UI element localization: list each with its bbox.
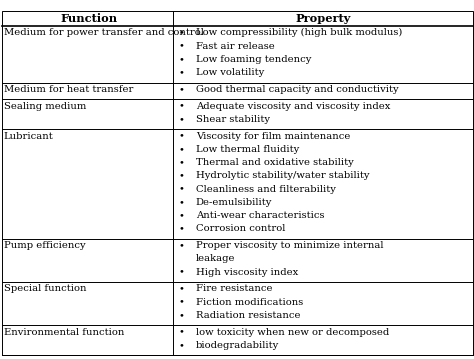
Text: •: • bbox=[179, 55, 184, 64]
Text: Property: Property bbox=[295, 13, 351, 24]
Text: •: • bbox=[179, 267, 184, 276]
Text: •: • bbox=[179, 68, 184, 77]
Text: •: • bbox=[179, 298, 184, 307]
Text: Shear stability: Shear stability bbox=[196, 115, 270, 124]
Text: •: • bbox=[179, 211, 184, 220]
Text: Pump efficiency: Pump efficiency bbox=[4, 241, 85, 250]
Text: •: • bbox=[179, 224, 184, 233]
Text: Function: Function bbox=[60, 13, 118, 24]
Text: •: • bbox=[179, 85, 184, 94]
Text: Low thermal fluidity: Low thermal fluidity bbox=[196, 145, 299, 154]
Text: Environmental function: Environmental function bbox=[4, 327, 124, 337]
Text: Low foaming tendency: Low foaming tendency bbox=[196, 55, 311, 64]
Text: •: • bbox=[179, 327, 184, 337]
Text: •: • bbox=[179, 132, 184, 141]
Text: Medium for power transfer and control: Medium for power transfer and control bbox=[4, 28, 204, 37]
Text: Viscosity for film maintenance: Viscosity for film maintenance bbox=[196, 132, 350, 141]
Text: Fiction modifications: Fiction modifications bbox=[196, 298, 303, 307]
Text: Thermal and oxidative stability: Thermal and oxidative stability bbox=[196, 158, 354, 167]
Text: •: • bbox=[179, 311, 184, 320]
Text: Fast air release: Fast air release bbox=[196, 42, 274, 51]
Text: Radiation resistance: Radiation resistance bbox=[196, 311, 300, 320]
Text: low toxicity when new or decomposed: low toxicity when new or decomposed bbox=[196, 327, 389, 337]
Text: leakage: leakage bbox=[196, 254, 235, 263]
Text: •: • bbox=[179, 158, 184, 167]
Text: •: • bbox=[179, 171, 184, 180]
Text: Medium for heat transfer: Medium for heat transfer bbox=[4, 85, 133, 94]
Text: •: • bbox=[179, 145, 184, 154]
Text: •: • bbox=[179, 341, 184, 350]
Text: Fire resistance: Fire resistance bbox=[196, 284, 272, 293]
Text: De-emulsibility: De-emulsibility bbox=[196, 198, 272, 207]
Text: Low volatility: Low volatility bbox=[196, 68, 264, 77]
Text: Lubricant: Lubricant bbox=[4, 132, 54, 141]
Text: Special function: Special function bbox=[4, 284, 86, 293]
Text: Sealing medium: Sealing medium bbox=[4, 102, 86, 111]
Text: •: • bbox=[179, 198, 184, 207]
Text: •: • bbox=[179, 28, 184, 37]
Text: biodegradability: biodegradability bbox=[196, 341, 279, 350]
Text: •: • bbox=[179, 284, 184, 293]
Text: •: • bbox=[179, 185, 184, 194]
Text: •: • bbox=[179, 241, 184, 250]
Text: High viscosity index: High viscosity index bbox=[196, 267, 298, 276]
Text: •: • bbox=[179, 42, 184, 51]
Text: Hydrolytic stability/water stability: Hydrolytic stability/water stability bbox=[196, 171, 369, 180]
Text: Anti-wear characteristics: Anti-wear characteristics bbox=[196, 211, 324, 220]
Text: Cleanliness and filterability: Cleanliness and filterability bbox=[196, 185, 336, 194]
Text: •: • bbox=[179, 115, 184, 124]
Text: Low compressibility (high bulk modulus): Low compressibility (high bulk modulus) bbox=[196, 28, 402, 37]
Text: •: • bbox=[179, 102, 184, 111]
Text: Good thermal capacity and conductivity: Good thermal capacity and conductivity bbox=[196, 85, 398, 94]
Text: Proper viscosity to minimize internal: Proper viscosity to minimize internal bbox=[196, 241, 383, 250]
Text: Corrosion control: Corrosion control bbox=[196, 224, 285, 233]
Text: Adequate viscosity and viscosity index: Adequate viscosity and viscosity index bbox=[196, 102, 390, 111]
